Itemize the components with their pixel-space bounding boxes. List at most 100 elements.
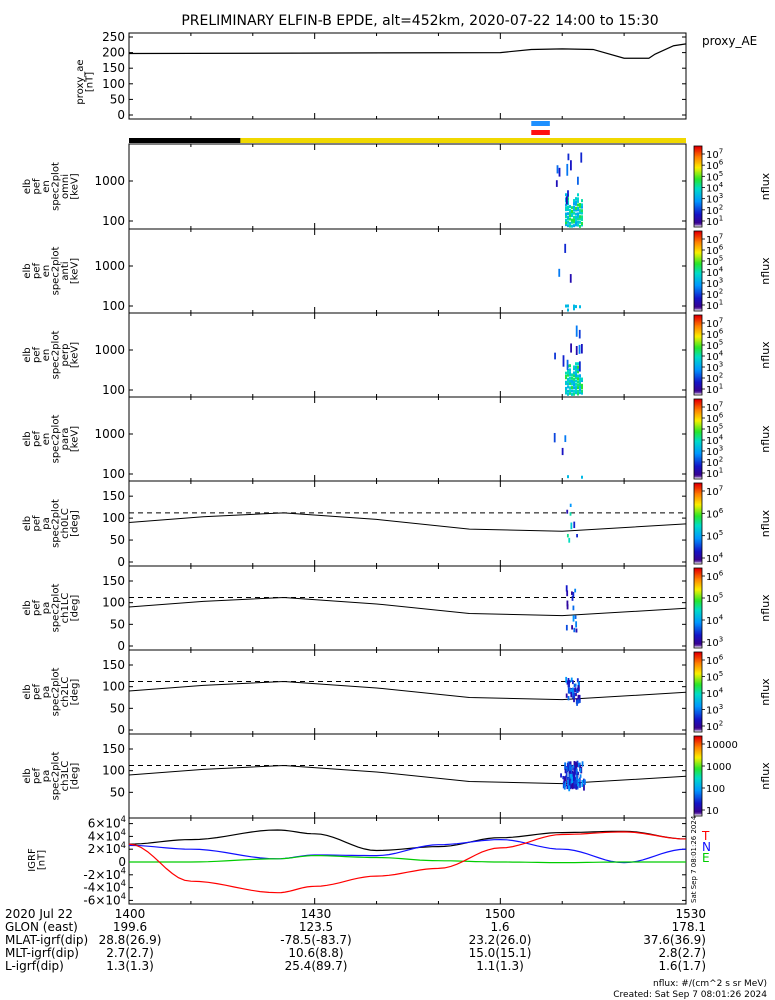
spectrogram-pixel [569, 211, 571, 215]
spectrogram-pixel [581, 215, 583, 219]
colorbar-segment [694, 740, 702, 742]
colorbar-segment [694, 527, 702, 530]
colorbar-segment [694, 369, 702, 372]
colorbar-segment [694, 288, 702, 291]
colorbar-segment [694, 704, 702, 706]
pitch-angle-pixel [565, 585, 568, 592]
colorbar-segment [694, 260, 702, 263]
colorbar-segment [694, 522, 702, 524]
colorbar-segment [694, 459, 702, 461]
ephemeris-value: 199.6 [113, 920, 147, 934]
pitch-angle-pixel [566, 600, 569, 607]
spectrogram-pixel [570, 343, 572, 353]
colorbar-segment [694, 604, 702, 606]
colorbar-segment [694, 644, 702, 646]
colorbar-segment [694, 584, 702, 586]
colorbar-segment [694, 806, 702, 809]
colorbar-segment [694, 323, 702, 325]
colorbar-segment [694, 666, 702, 669]
colorbar-frame [693, 145, 703, 228]
colorbar-segment [694, 797, 702, 800]
colorbar-segment [694, 696, 702, 698]
pitch-angle-pixel [576, 763, 578, 768]
colorbar-segment [694, 523, 702, 526]
colorbar-segment [694, 341, 702, 344]
pitch-angle-pa_ch0-pixels [566, 503, 578, 543]
colorbar-segment [694, 582, 702, 585]
colorbar-segment [694, 640, 702, 642]
spectrogram-pixel [581, 386, 583, 390]
footer-units: nflux: #/(cm^2 s sr MeV) [653, 979, 767, 989]
colorbar-segment [694, 633, 702, 636]
colorbar-segment [694, 297, 702, 300]
colorbar-segment [694, 275, 702, 277]
colorbar-segment [694, 726, 702, 729]
y-tick-label: 250 [102, 30, 125, 44]
colorbar-segment [694, 504, 702, 507]
spectrogram-pixel [575, 376, 577, 380]
colorbar-segment [694, 335, 702, 337]
colorbar-segment [694, 356, 702, 359]
colorbar-segment [694, 372, 702, 375]
pitch-angle-pixel [576, 534, 578, 538]
colorbar-segment [694, 706, 702, 709]
colorbar-segment [694, 197, 702, 200]
colorbar-segment [694, 786, 702, 789]
spectrogram-pixel [561, 447, 564, 456]
colorbar-segment [694, 361, 702, 364]
y-tick-label: 0 [117, 108, 125, 122]
colorbar-frame [693, 482, 703, 565]
colorbar-segment [694, 415, 702, 417]
colorbar-segment [694, 597, 702, 600]
colorbar-frame [693, 735, 703, 817]
colorbar-segment [694, 769, 702, 772]
colorbar-label: nflux [759, 425, 772, 453]
spectrogram-pixel [575, 379, 577, 383]
spectrogram-pixel [579, 379, 581, 383]
spectrogram-pixel [565, 374, 567, 378]
colorbar-segment [694, 285, 702, 288]
ephemeris-value: 1.6 [490, 920, 509, 934]
colorbar-segment [694, 284, 702, 287]
spectrogram-pixel [565, 391, 567, 395]
ylabel-line: pef [31, 600, 42, 617]
colorbar-segment [694, 605, 702, 608]
colorbar-segment [694, 690, 702, 693]
colorbar-segment [694, 720, 702, 722]
colorbar-tick-label: 106 [706, 570, 724, 584]
spectrogram-pixel [575, 391, 577, 395]
colorbar-segment [694, 463, 702, 465]
colorbar-segment [694, 352, 702, 355]
ylabel-line: pef [31, 347, 42, 364]
ephemeris-row-label: GLON (east) [5, 920, 78, 934]
spectrogram-pixel [571, 220, 573, 224]
ylabel-line: pa [41, 517, 52, 529]
colorbar-tick-label: 100 [706, 784, 725, 795]
spectrogram-pixel [567, 215, 569, 219]
colorbar-segment [694, 573, 702, 576]
spectrogram-pixel [581, 383, 583, 387]
colorbar-segment [694, 588, 702, 590]
spectrogram-pixel [579, 220, 581, 224]
colorbar-segment [694, 476, 702, 479]
colorbar-label: nflux [759, 762, 772, 790]
colorbar-segment [694, 351, 702, 353]
colorbar-segment [694, 409, 702, 412]
spectrogram-pixel [569, 373, 571, 377]
ylabel-line: pa [41, 770, 52, 782]
colorbar-segment [694, 789, 702, 792]
spectrogram-pixel [571, 382, 573, 386]
colorbar-label-text: nflux [759, 425, 772, 453]
colorbar-segment [694, 152, 702, 155]
colorbar-label-text: nflux [759, 257, 772, 285]
colorbar-segment [694, 776, 702, 778]
colorbar-segment [694, 439, 702, 441]
science-zone-bar-blue [531, 121, 550, 126]
ylabel-line: elb [22, 347, 33, 362]
spectrogram-pixel [581, 475, 583, 479]
igrf-N-line [128, 838, 687, 864]
colorbar-segment [694, 469, 702, 472]
colorbar-segment [694, 514, 702, 516]
colorbar-segment [694, 357, 702, 360]
